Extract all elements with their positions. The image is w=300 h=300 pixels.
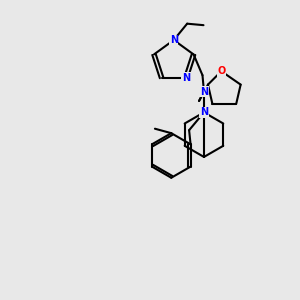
Text: N: N: [170, 35, 178, 45]
Text: O: O: [217, 66, 226, 76]
Text: N: N: [200, 87, 208, 97]
Text: N: N: [200, 107, 208, 117]
Text: N: N: [182, 73, 190, 83]
